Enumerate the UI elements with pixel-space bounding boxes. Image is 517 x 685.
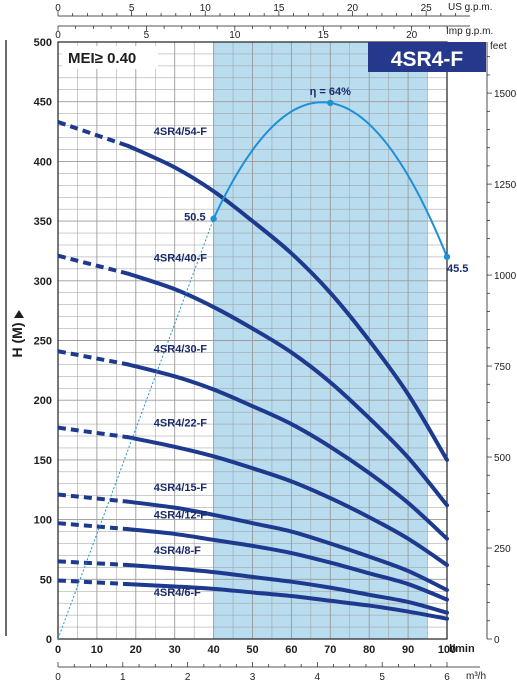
pump-curve — [126, 527, 449, 602]
y-tick-label: 100 — [34, 515, 52, 527]
usgpm-tick-label: 25 — [421, 3, 433, 14]
efficiency-point — [210, 215, 217, 222]
x-tick-label: 80 — [363, 644, 375, 656]
pump-curve-dashed — [57, 492, 129, 504]
y-tick-label: 300 — [34, 276, 52, 288]
series-label: 4SR4/54-F — [154, 126, 207, 138]
efficiency-curve-dotted — [57, 218, 215, 640]
pump-curve — [126, 271, 449, 508]
series-label: 4SR4/40-F — [154, 253, 207, 265]
x-tick-label: 50 — [246, 644, 258, 656]
x-tick-label: 90 — [402, 644, 414, 656]
y-unit-right-label: feet — [490, 41, 507, 52]
y-tick-label: 400 — [34, 156, 52, 168]
y-tick-label: 350 — [34, 216, 52, 228]
series-label: 4SR4/8-F — [154, 545, 201, 557]
plot-frame — [57, 41, 448, 640]
label-layer: 4SR4/54-F 4SR4/40-F 4SR4/30-F 4SR4/22-F 4SR4… — [154, 86, 469, 599]
mei-badge-box — [62, 46, 158, 69]
pump-curve-dashed — [57, 120, 129, 148]
feet-tick-label: 500 — [494, 453, 511, 464]
pump-curve-dashed — [57, 578, 129, 587]
igpm-tick-label: 15 — [318, 30, 330, 41]
mei-badge: MEI≥ 0.40 — [62, 46, 158, 69]
feet-tick-label: 1250 — [494, 180, 517, 191]
chart-title: 4SR4-F — [391, 48, 464, 71]
usgpm-tick-label: 15 — [273, 3, 285, 14]
x-unit-m3h-label: m³/h — [466, 671, 486, 682]
series-label: 4SR4/6-F — [154, 587, 201, 599]
pump-curve-dashed — [57, 253, 129, 276]
pump-curve-dashed — [57, 425, 129, 440]
y-tick-label: 450 — [34, 97, 52, 109]
m3h-tick-label: 4 — [315, 672, 321, 683]
igpm-tick-label: 5 — [144, 30, 150, 41]
pump-curve — [126, 582, 449, 621]
model-title: 4SR4-F — [368, 42, 486, 72]
pump-curve-dashed — [57, 559, 129, 567]
x-unit-label: l/min — [449, 643, 475, 655]
m3h-tick-label: 2 — [185, 672, 191, 683]
pump-curve — [126, 435, 449, 567]
series-label: 4SR4/12-F — [154, 509, 207, 521]
pump-curve-dashed — [57, 521, 129, 532]
x-unit-usgpm-label: US g.p.m. — [448, 2, 492, 13]
x-tick-label: 0 — [55, 644, 61, 656]
pump-curve — [126, 143, 449, 462]
y-axis-label: H (M) — [9, 323, 25, 358]
series-label: 4SR4/22-F — [154, 417, 207, 429]
y-tick-label: 500 — [34, 37, 52, 49]
m3h-tick-label: 3 — [250, 672, 256, 683]
pump-curve — [126, 362, 449, 541]
efficiency-label: 50.5 — [184, 212, 205, 224]
pump-curve — [126, 499, 449, 593]
igpm-tick-label: 10 — [229, 30, 241, 41]
pump-curve-dashed — [57, 349, 129, 367]
x-tick-label: 20 — [130, 644, 142, 656]
mei-badge-text: MEI≥ 0.40 — [68, 50, 136, 67]
grid-layer — [57, 41, 448, 640]
y-axis-arrow-icon — [14, 310, 24, 318]
y-tick-label: 200 — [34, 395, 52, 407]
y-tick-label: 250 — [34, 336, 52, 348]
feet-tick-label: 1000 — [494, 271, 517, 282]
x-tick-label: 70 — [324, 644, 336, 656]
igpm-tick-label: 20 — [406, 30, 418, 41]
y-axis-title: H (M) — [9, 323, 25, 358]
feet-tick-label: 750 — [494, 362, 511, 373]
usgpm-tick-label: 20 — [347, 3, 359, 14]
igpm-tick-label: 0 — [55, 30, 61, 41]
pump-curve — [126, 562, 449, 615]
m3h-tick-label: 6 — [444, 672, 450, 683]
x-tick-label: 10 — [91, 644, 103, 656]
series-label: 4SR4/30-F — [154, 343, 207, 355]
y-tick-label: 150 — [34, 455, 52, 467]
series-label: 4SR4/15-F — [154, 482, 207, 494]
m3h-tick-label: 1 — [120, 672, 126, 683]
y-tick-label: 50 — [40, 574, 52, 586]
x-tick-label: 100 — [438, 644, 456, 656]
efficiency-label: η = 64% — [310, 86, 351, 98]
usgpm-tick-label: 0 — [55, 3, 61, 14]
m3h-tick-label: 5 — [379, 672, 385, 683]
efficiency-point — [443, 253, 451, 261]
x-unit-igpm-label: Imp g.p.m. — [446, 26, 493, 37]
x-tick-label: 40 — [207, 644, 219, 656]
model-title-box — [368, 42, 486, 72]
feet-tick-label: 1500 — [494, 89, 517, 100]
efficiency-label: 45.5 — [447, 263, 468, 275]
feet-tick-label: 0 — [494, 635, 500, 646]
x-tick-label: 30 — [169, 644, 181, 656]
usgpm-tick-label: 5 — [129, 3, 135, 14]
m3h-tick-label: 0 — [55, 672, 61, 683]
usgpm-tick-label: 10 — [200, 3, 212, 14]
x-tick-label: 60 — [285, 644, 297, 656]
feet-tick-label: 250 — [494, 544, 511, 555]
efficiency-layer — [57, 99, 451, 640]
efficiency-point — [327, 99, 334, 107]
y-tick-label: 0 — [46, 634, 52, 646]
curve-layer — [57, 120, 449, 621]
